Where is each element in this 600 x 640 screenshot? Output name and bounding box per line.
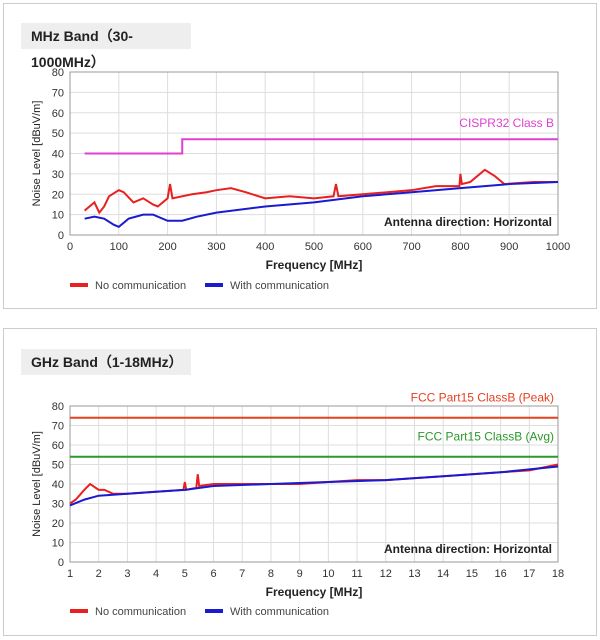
series-line-with-communication — [69, 465, 559, 507]
x-axis-label: Frequency [MHz] — [266, 585, 363, 599]
y-tick-label: 60 — [52, 440, 64, 452]
y-tick-label: 40 — [52, 479, 64, 491]
x-tick-label: 12 — [380, 568, 392, 580]
x-tick-label: 11 — [351, 568, 362, 580]
x-tick-label: 900 — [500, 241, 518, 253]
series-line-with-communication — [84, 181, 559, 229]
x-tick-label: 16 — [494, 568, 506, 580]
legend-label: With communication — [230, 606, 329, 618]
limit-line — [84, 138, 558, 155]
x-tick-label: 100 — [110, 241, 128, 253]
x-tick-label: 7 — [239, 568, 245, 580]
legend-label: No communication — [95, 280, 186, 292]
y-tick-label: 20 — [52, 189, 64, 201]
legend-label: With communication — [230, 280, 329, 292]
x-tick-label: 6 — [210, 568, 216, 580]
x-tick-label: 8 — [268, 568, 274, 580]
ghz-header: GHz Band（1-18MHz） — [21, 349, 191, 375]
y-tick-label: 10 — [52, 538, 64, 550]
mhz-panel: MHz Band（30-1000MHz） — [3, 3, 597, 309]
x-axis-label: Frequency [MHz] — [266, 258, 363, 272]
x-tick-label: 17 — [523, 568, 535, 580]
x-tick-label: 800 — [451, 241, 469, 253]
x-tick-label: 1000 — [546, 241, 570, 253]
y-tick-label: 80 — [52, 401, 64, 413]
series-line-no-communication — [83, 168, 558, 215]
annotation: Antenna direction: Horizontal — [384, 542, 552, 556]
plot-frame — [69, 71, 559, 236]
x-tick-label: 5 — [182, 568, 188, 580]
y-axis-label: Noise Level [dBuV/m] — [31, 101, 43, 207]
x-tick-label: 500 — [305, 241, 323, 253]
y-tick-label: 0 — [58, 557, 64, 569]
y-tick-label: 20 — [52, 518, 64, 530]
x-tick-label: 3 — [124, 568, 130, 580]
x-tick-label: 600 — [354, 241, 372, 253]
y-tick-label: 80 — [52, 67, 64, 79]
plot-frame — [69, 405, 559, 563]
limit-label: CISPR32 Class B — [459, 116, 554, 130]
y-axis-label: Noise Level [dBuV/m] — [31, 431, 43, 537]
y-tick-label: 60 — [52, 108, 64, 120]
y-tick-label: 0 — [58, 230, 64, 242]
y-tick-label: 50 — [52, 128, 64, 140]
x-tick-label: 300 — [207, 241, 225, 253]
legend-label: No communication — [95, 606, 186, 618]
x-tick-label: 15 — [466, 568, 478, 580]
x-tick-label: 700 — [402, 241, 420, 253]
x-tick-label: 400 — [256, 241, 274, 253]
x-tick-label: 0 — [67, 241, 73, 253]
y-tick-label: 70 — [52, 87, 64, 99]
x-tick-label: 2 — [96, 568, 102, 580]
y-tick-label: 40 — [52, 149, 64, 161]
y-tick-label: 30 — [52, 499, 64, 511]
limit-label: FCC Part15 ClassB (Peak) — [411, 391, 554, 405]
y-tick-label: 50 — [52, 460, 64, 472]
x-tick-label: 18 — [552, 568, 564, 580]
y-tick-label: 30 — [52, 169, 64, 181]
mhz-header: MHz Band（30-1000MHz） — [21, 23, 191, 70]
y-tick-label: 10 — [52, 210, 64, 222]
y-tick-label: 70 — [52, 421, 64, 433]
limit-label: FCC Part15 ClassB (Avg) — [418, 430, 554, 444]
x-tick-label: 200 — [158, 241, 176, 253]
x-tick-label: 13 — [408, 568, 420, 580]
x-tick-label: 1 — [67, 568, 73, 580]
annotation: Antenna direction: Horizontal — [384, 215, 552, 229]
x-tick-label: 9 — [297, 568, 303, 580]
x-tick-label: 10 — [322, 568, 334, 580]
x-tick-label: 4 — [153, 568, 159, 580]
x-tick-label: 14 — [437, 568, 449, 580]
